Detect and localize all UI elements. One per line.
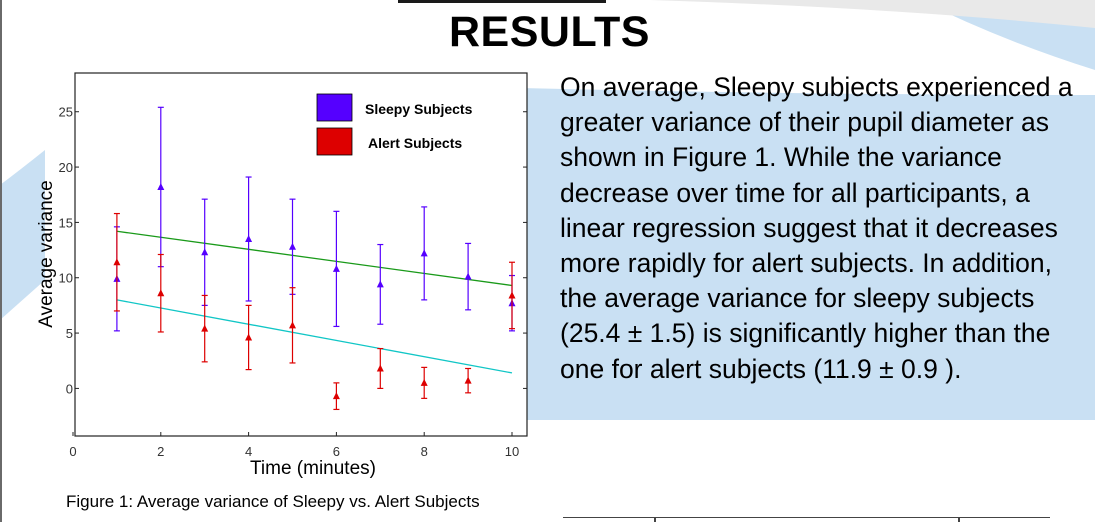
data-point-marker [201,324,209,332]
table-column-divider [958,517,960,522]
legend-swatch [316,127,353,156]
title-top-bar [398,0,606,3]
data-point-marker [332,264,340,272]
legend-swatch [316,93,353,122]
data-point-marker [289,242,296,250]
data-point-marker [113,258,121,266]
table-top-edge [563,517,1050,523]
data-point-marker [289,321,296,329]
data-point-marker [201,248,209,256]
y-tick-label: 10 [59,271,73,286]
variance-chart: 0 5 10 15 20 25 0 2 4 6 8 10 Time (minutes) Average v… [36,72,528,479]
x-tick-label: 4 [245,444,252,459]
y-tick-label: 25 [59,105,73,120]
data-point-marker [245,333,253,341]
x-tick-label: 8 [421,444,428,459]
y-tick-label: 20 [59,160,73,175]
x-tick-label: 2 [157,444,164,459]
data-point-marker [157,182,165,190]
x-tick-label: 6 [333,444,340,459]
data-point-marker [508,291,516,299]
y-tick-label: 5 [66,326,73,341]
legend-label: Sleepy Subjects [365,101,473,117]
page-title: RESULTS [449,8,650,56]
figure-caption: Figure 1: Average variance of Sleepy vs.… [66,492,480,511]
x-tick-label: 10 [505,444,519,459]
data-point-marker [420,378,428,386]
data-point-marker [332,392,340,400]
y-axis-label: Average variance [36,180,57,328]
background-gradient-top [650,0,1095,28]
legend-label: Alert Subjects [368,135,462,151]
data-point-marker [464,272,472,280]
plot-area [74,72,528,437]
regression-line [116,230,513,287]
x-tick-label: 0 [69,444,76,459]
data-point-marker [245,235,253,243]
background-swoosh-left [0,150,45,320]
data-point-marker [464,376,472,384]
slide-left-border [0,0,2,522]
x-axis-label: Time (minutes) [250,458,376,479]
background-swoosh [520,88,1095,420]
data-point-marker [376,364,384,372]
data-point-marker [376,280,384,288]
table-column-divider [654,517,656,522]
y-tick-label: 15 [59,215,73,230]
data-point-marker [157,289,165,297]
y-tick-label: 0 [66,381,73,396]
data-point-marker [420,249,428,257]
results-paragraph: On average, Sleepy subjects experienced … [560,72,1073,384]
regression-line [116,299,513,374]
